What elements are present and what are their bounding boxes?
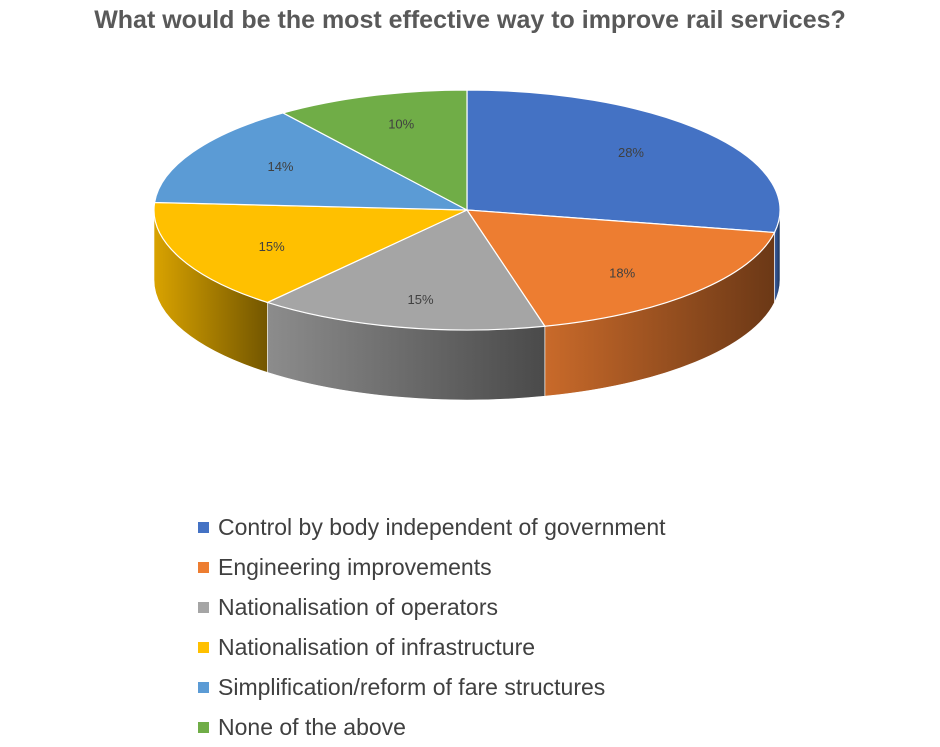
legend-item: Control by body independent of governmen… — [198, 507, 666, 547]
data-label: 15% — [259, 239, 285, 254]
legend-item: Nationalisation of infrastructure — [198, 627, 666, 667]
data-label: 15% — [408, 292, 434, 307]
legend-label: Nationalisation of infrastructure — [218, 634, 536, 660]
pie-sides — [153, 209, 781, 401]
pie-top — [153, 89, 781, 331]
data-label: 10% — [388, 116, 414, 131]
legend-label: Simplification/reform of fare structures — [218, 674, 606, 700]
pie-slice — [466, 89, 781, 234]
data-label: 18% — [609, 265, 635, 280]
pie-slice — [281, 89, 468, 211]
legend-swatch — [198, 521, 209, 533]
legend-item: Simplification/reform of fare structures — [198, 667, 666, 707]
data-label: 14% — [267, 159, 293, 174]
legend-swatch — [198, 681, 209, 693]
legend-label: Nationalisation of operators — [218, 594, 498, 620]
legend-label: Engineering improvements — [218, 554, 492, 580]
legend-label: None of the above — [218, 714, 406, 740]
legend-swatch — [198, 721, 209, 733]
legend-item: Engineering improvements — [198, 547, 666, 587]
pie-slice — [265, 209, 546, 331]
pie-slice — [153, 112, 468, 211]
legend-item: Nationalisation of operators — [198, 587, 666, 627]
legend-swatch — [198, 561, 209, 573]
legend-swatch — [198, 601, 209, 613]
pie-slice — [465, 209, 776, 327]
pie-slice — [153, 201, 468, 304]
legend-swatch — [198, 641, 209, 653]
legend: Control by body independent of governmen… — [198, 507, 666, 747]
chart-title: What would be the most effective way to … — [94, 6, 846, 34]
legend-item: None of the above — [198, 707, 666, 747]
data-label: 28% — [618, 145, 644, 160]
legend-label: Control by body independent of governmen… — [218, 514, 666, 540]
